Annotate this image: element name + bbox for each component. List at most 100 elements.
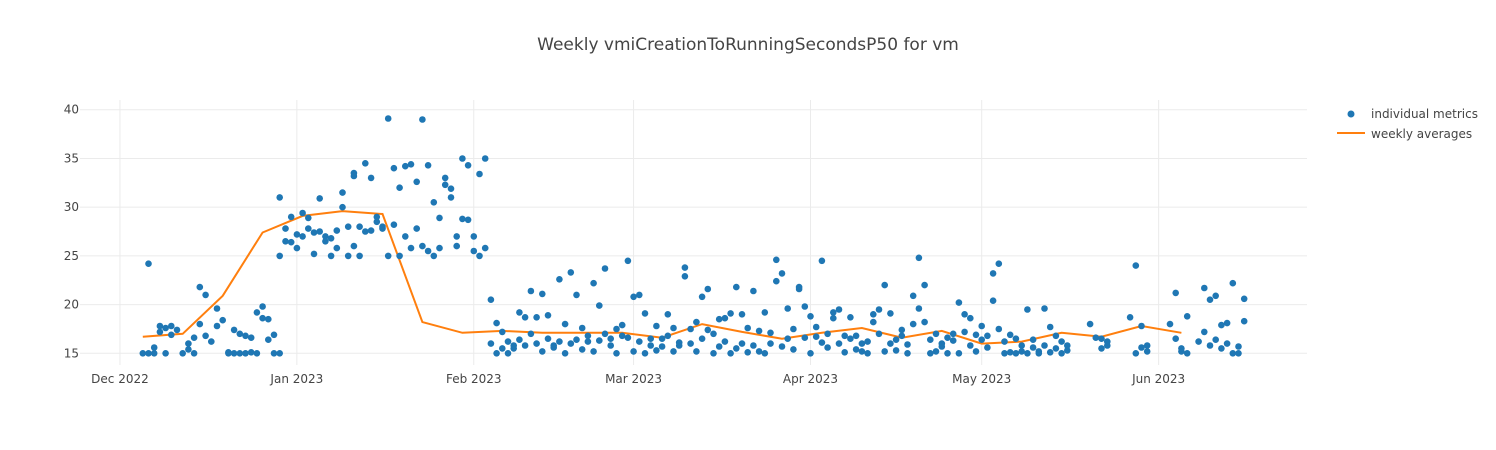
data-point[interactable] [664,332,672,340]
data-point[interactable] [750,342,757,349]
data-point[interactable] [390,164,398,172]
data-point[interactable] [664,311,672,318]
data-point[interactable] [653,347,660,354]
data-point[interactable] [470,233,478,240]
data-point[interactable] [504,338,512,345]
data-point[interactable] [681,264,689,271]
data-point[interactable] [618,321,626,329]
data-point[interactable] [921,318,928,326]
data-point[interactable] [818,339,826,346]
data-point[interactable] [641,310,649,317]
data-point[interactable] [419,116,426,123]
data-point[interactable] [778,270,786,277]
data-point[interactable] [510,342,517,349]
data-point[interactable] [493,350,500,357]
data-point[interactable] [989,270,997,277]
data-point[interactable] [1012,335,1020,343]
data-point[interactable] [1138,322,1145,330]
data-point[interactable] [230,350,238,357]
data-point[interactable] [795,283,803,291]
data-point[interactable] [556,276,563,283]
data-point[interactable] [299,233,306,240]
data-point[interactable] [824,344,831,351]
data-point[interactable] [590,348,597,355]
data-point[interactable] [1218,321,1225,329]
data-point[interactable] [202,291,209,299]
data-point[interactable] [190,350,198,357]
data-point[interactable] [1006,331,1014,339]
data-point[interactable] [447,194,455,201]
data-point[interactable] [1052,332,1060,340]
data-point[interactable] [367,227,375,234]
data-point[interactable] [276,194,284,201]
data-point[interactable] [459,155,466,162]
data-point[interactable] [807,313,814,320]
data-point[interactable] [487,340,495,347]
data-point[interactable] [350,169,358,177]
data-point[interactable] [527,330,535,338]
data-point[interactable] [1143,342,1151,349]
data-point[interactable] [327,235,335,242]
data-point[interactable] [618,332,626,340]
data-point[interactable] [1029,344,1037,351]
data-point[interactable] [698,293,706,301]
data-point[interactable] [1098,345,1105,352]
data-point[interactable] [761,309,769,316]
data-point[interactable] [830,314,837,322]
data-point[interactable] [310,250,318,258]
data-point[interactable] [356,223,363,230]
data-point[interactable] [1126,314,1134,321]
data-point[interactable] [738,340,746,347]
data-point[interactable] [1001,350,1008,357]
data-point[interactable] [773,256,780,264]
data-point[interactable] [493,319,500,327]
data-point[interactable] [367,174,375,182]
data-point[interactable] [453,233,461,240]
data-point[interactable] [755,327,763,335]
data-point[interactable] [322,233,329,240]
data-point[interactable] [955,350,963,357]
data-point[interactable] [852,346,860,353]
data-point[interactable] [413,178,421,186]
data-point[interactable] [1058,350,1065,357]
data-point[interactable] [173,326,181,334]
legend-item-individual-metrics[interactable]: individual metrics [1347,107,1478,121]
data-point[interactable] [527,287,535,295]
data-point[interactable] [1206,342,1214,349]
data-point[interactable] [168,322,175,330]
data-point[interactable] [824,330,831,338]
data-point[interactable] [282,225,289,232]
data-point[interactable] [265,336,272,344]
data-point[interactable] [196,320,204,328]
data-point[interactable] [384,252,392,260]
data-point[interactable] [927,336,934,344]
data-point[interactable] [693,348,700,355]
data-point[interactable] [715,343,723,350]
data-point[interactable] [516,336,523,344]
data-point[interactable] [344,252,352,260]
data-point[interactable] [744,324,751,332]
data-point[interactable] [539,348,546,355]
data-point[interactable] [1240,295,1248,303]
legend[interactable]: individual metrics weekly averages [1337,107,1478,141]
data-point[interactable] [350,242,358,250]
data-point[interactable] [1035,350,1043,357]
data-point[interactable] [892,336,900,344]
data-point[interactable] [230,326,238,334]
data-point[interactable] [424,162,432,169]
data-point[interactable] [384,115,392,122]
data-point[interactable] [1018,342,1025,349]
data-point[interactable] [670,348,677,355]
data-point[interactable] [1138,344,1145,351]
data-point[interactable] [1172,289,1179,297]
data-point[interactable] [265,315,272,323]
data-point[interactable] [892,347,900,354]
data-point[interactable] [481,155,489,162]
data-point[interactable] [995,325,1003,333]
data-point[interactable] [1229,279,1237,287]
data-point[interactable] [932,330,940,338]
data-point[interactable] [1064,342,1071,349]
data-point[interactable] [441,181,449,189]
data-point[interactable] [875,330,883,338]
data-point[interactable] [362,160,369,167]
